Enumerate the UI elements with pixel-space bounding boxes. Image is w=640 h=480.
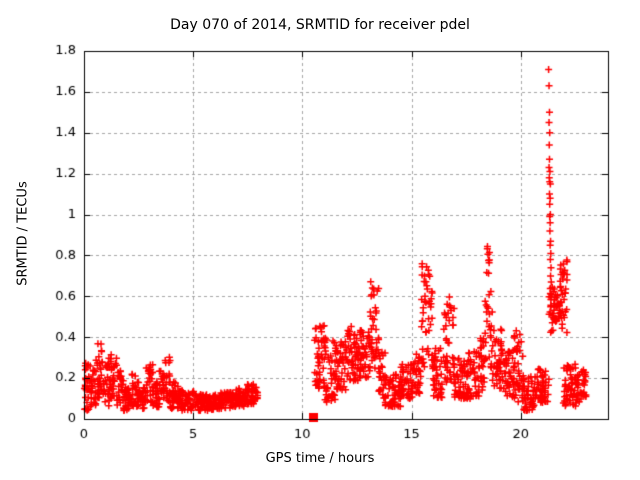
chart-title: Day 070 of 2014, SRMTID for receiver pde… bbox=[170, 17, 470, 33]
y-axis-label: SRMTID / TECUs bbox=[15, 181, 31, 286]
x-axis-label: GPS time / hours bbox=[265, 451, 375, 466]
